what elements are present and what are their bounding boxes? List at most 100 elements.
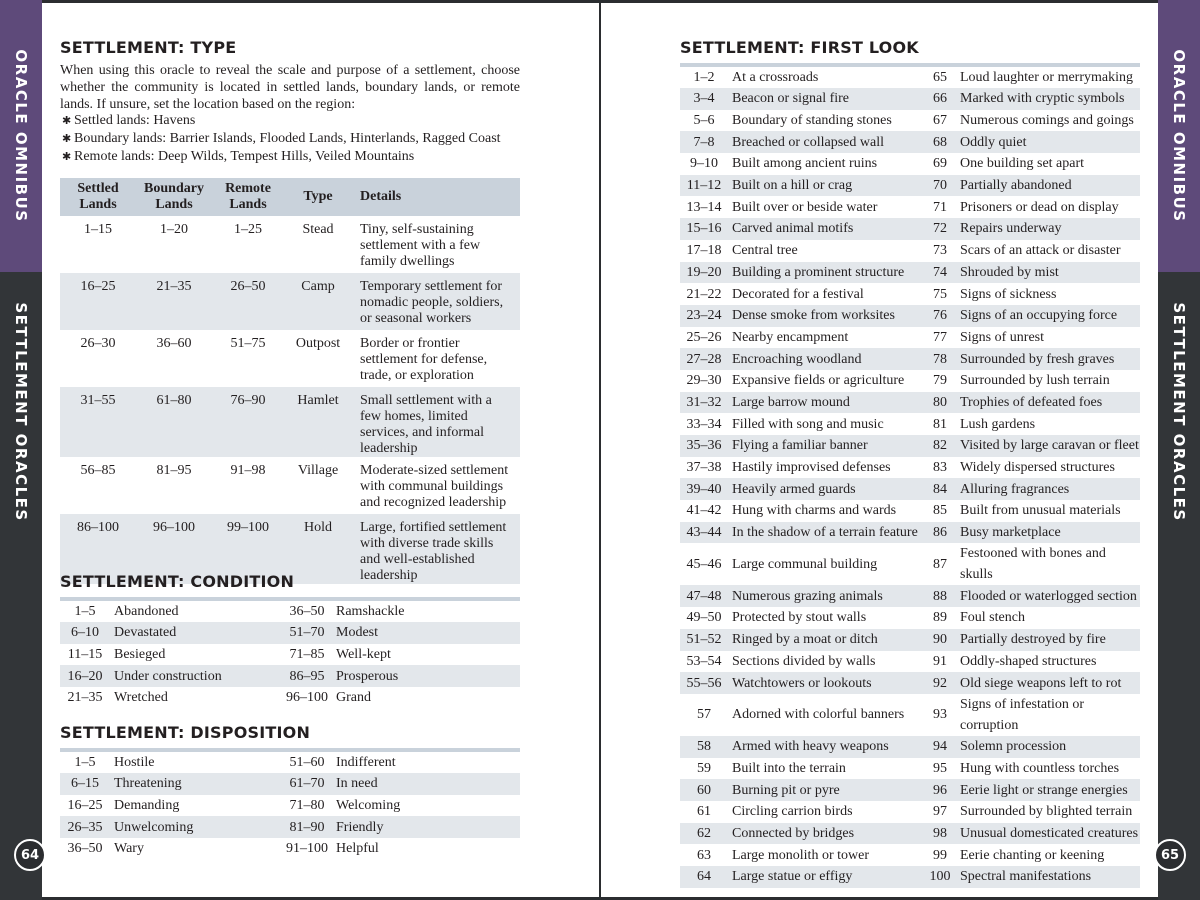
roll-cell: 91	[933, 653, 947, 669]
result-cell: Indifferent	[336, 755, 396, 770]
result-cell: Expansive fields or agriculture	[732, 373, 905, 389]
result-cell: Connected by bridges	[728, 822, 924, 845]
table-row: 35–36 Flying a familiar banner 82 Visited b…	[680, 435, 1140, 457]
result-cell: Threatening	[110, 773, 282, 795]
table-cell: 86–100	[60, 514, 136, 584]
bullet-item: ✱ Remote lands: Deep Wilds, Tempest Hills…	[62, 149, 415, 164]
bullet-item: ✱ Settled lands: Havens	[62, 113, 196, 128]
result-cell: Grand	[336, 690, 371, 706]
result-cell: Demanding	[114, 798, 180, 814]
result-cell: Building a prominent structure	[728, 261, 924, 284]
roll-cell: 15–16	[680, 218, 728, 240]
table-row: 60 Burning pit or pyre 96 Eerie light or st…	[680, 779, 1140, 801]
settlement-first-look-table: 1–2 At a crossroads 65 Loud laughter or mer…	[680, 63, 1140, 888]
table-row: 11–15 Besieged 71–85 Well-kept	[60, 644, 520, 666]
table-cell: Outpost	[295, 336, 341, 351]
result-cell: Surrounded by lush terrain	[960, 373, 1110, 389]
asterisk-bullet-icon: ✱	[62, 133, 72, 145]
section-title-condition: SETTLEMENT: CONDITION	[60, 572, 295, 591]
table-cell: 31–55	[60, 387, 136, 457]
roll-cell: 16–20	[60, 665, 110, 688]
table-cell: Stead	[302, 222, 334, 237]
roll-cell: 91–100	[286, 841, 328, 857]
roll-cell: 39–40	[680, 478, 728, 501]
roll-cell: 43–44	[680, 521, 728, 544]
result-cell: Unwelcoming	[110, 816, 282, 839]
settlement-condition-table: 1–5 Abandoned 36–50 Ramshackle 6–10 Devastate…	[60, 597, 520, 709]
table-row: 15–16 Carved animal motifs 72 Repairs under…	[680, 218, 1140, 240]
result-cell: Unusual domesticated creatures	[956, 822, 1140, 845]
roll-cell: 81–90	[282, 816, 332, 839]
roll-cell: 1–2	[693, 70, 715, 85]
col-header: Details	[352, 178, 520, 216]
table-row: 62 Connected by bridges 98 Unusual domestic…	[680, 822, 1140, 845]
result-cell: Hostile	[114, 755, 155, 770]
roll-cell: 58	[680, 735, 728, 758]
page-number-left: 64	[14, 839, 46, 871]
section-title-disposition: SETTLEMENT: DISPOSITION	[60, 723, 311, 742]
table-row: 63 Large monolith or tower 99 Eerie chantin…	[680, 844, 1140, 866]
result-cell: Burning pit or pyre	[728, 779, 924, 801]
table-row: 7–8 Breached or collapsed wall 68 Oddly qui…	[680, 131, 1140, 154]
roll-cell: 11–15	[67, 647, 103, 663]
roll-cell: 21–35	[67, 690, 103, 706]
table-cell: 1–15	[84, 222, 112, 237]
table-cell: 51–75	[230, 336, 266, 351]
roll-cell: 33–34	[686, 416, 722, 432]
page-number-right: 65	[1154, 839, 1186, 871]
table-cell: 1–25	[234, 222, 262, 237]
result-cell: Devastated	[110, 622, 282, 644]
table-row: 1–5 Hostile 51–60 Indifferent	[60, 750, 520, 773]
table-row: 41–42 Hung with charms and wards 85 Built f…	[680, 500, 1140, 522]
result-cell: Boundary of standing stones	[732, 113, 892, 129]
chapter-tab-left: ORACLE OMNIBUS	[0, 0, 42, 272]
roll-cell: 78	[924, 348, 956, 370]
table-cell: 16–25	[60, 273, 136, 330]
roll-cell: 51–60	[289, 755, 325, 770]
result-cell: Ringed by a moat or ditch	[728, 628, 924, 651]
result-cell: At a crossroads	[732, 70, 819, 85]
roll-cell: 11–12	[680, 174, 728, 197]
table-cell: 26–30	[80, 336, 116, 351]
table-cell: Hamlet	[284, 387, 352, 457]
result-cell: Oddly quiet	[956, 131, 1140, 154]
roll-cell: 88	[924, 585, 956, 608]
settlement-disposition-table: 1–5 Hostile 51–60 Indifferent 6–15 Threatenin…	[60, 748, 520, 860]
roll-cell: 98	[924, 822, 956, 845]
result-cell: Widely dispersed structures	[960, 460, 1115, 476]
roll-cell: 80	[924, 391, 956, 414]
roll-cell: 74	[924, 261, 956, 284]
result-cell: Prosperous	[332, 665, 520, 688]
table-cell: 21–35	[136, 273, 212, 330]
result-cell: Surrounded by blighted terrain	[960, 804, 1133, 820]
result-cell: Numerous comings and goings	[960, 113, 1134, 129]
roll-cell: 84	[924, 478, 956, 501]
table-row: 16–20 Under construction 86–95 Prosperous	[60, 665, 520, 688]
table-row: 45–46 Large communal building 87 Festooned …	[680, 543, 1140, 585]
roll-cell: 70	[924, 174, 956, 197]
result-cell: Built into the terrain	[732, 760, 846, 776]
result-cell: Built among ancient ruins	[732, 156, 878, 172]
table-cell: Border or frontier settlement for defens…	[360, 336, 488, 383]
roll-cell: 31–32	[680, 391, 728, 414]
result-cell: Breached or collapsed wall	[728, 131, 924, 154]
asterisk-bullet-icon: ✱	[62, 115, 72, 127]
roll-cell: 17–18	[686, 243, 722, 259]
table-row: 58 Armed with heavy weapons 94 Solemn proce…	[680, 735, 1140, 758]
roll-cell: 41–42	[686, 503, 722, 519]
roll-cell: 76	[924, 304, 956, 327]
roll-cell: 60	[680, 779, 728, 801]
roll-cell: 92	[924, 672, 956, 694]
table-row: 43–44 In the shadow of a terrain feature 8…	[680, 521, 1140, 544]
col-header: Remote Lands	[212, 178, 284, 216]
section-title-first-look: SETTLEMENT: FIRST LOOK	[680, 38, 919, 57]
roll-cell: 89	[933, 610, 947, 626]
result-cell: Under construction	[110, 665, 282, 688]
result-cell: Partially destroyed by fire	[956, 628, 1140, 651]
result-cell: Ramshackle	[336, 604, 405, 619]
col-header: Settled Lands	[60, 178, 136, 216]
table-row: 51–52 Ringed by a moat or ditch 90 Partiall…	[680, 628, 1140, 651]
table-row: 9–10 Built among ancient ruins 69 One build…	[680, 153, 1140, 175]
table-cell: 61–80	[136, 387, 212, 457]
result-cell: Shrouded by mist	[956, 261, 1140, 284]
